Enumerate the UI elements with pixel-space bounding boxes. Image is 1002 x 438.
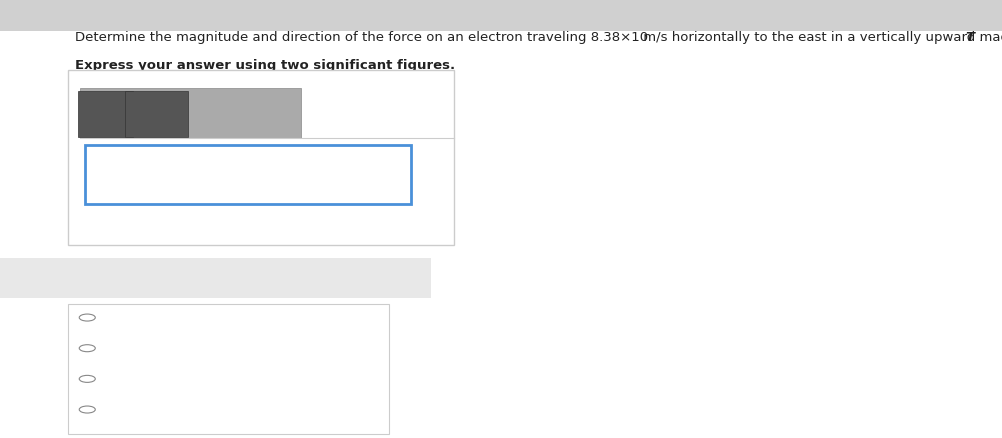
Text: The force is directed to the west.: The force is directed to the west. <box>102 372 310 385</box>
Text: ↩: ↩ <box>195 110 205 124</box>
Text: .: . <box>974 31 982 44</box>
Text: ▾  Part B: ▾ Part B <box>55 267 120 281</box>
Text: ΑΣφ: ΑΣφ <box>144 103 168 116</box>
Text: The force is directed to the south.: The force is directed to the south. <box>102 403 315 416</box>
Text: ↺: ↺ <box>231 110 241 124</box>
Text: m/s horizontally to the east in a vertically upward magnetic field of strength 0: m/s horizontally to the east in a vertic… <box>638 31 1002 44</box>
Text: The force is directed to the east.: The force is directed to the east. <box>102 342 307 355</box>
Text: ⌨: ⌨ <box>244 110 263 124</box>
Text: F =: F = <box>75 163 99 177</box>
Text: Express your answer using two significant figures.: Express your answer using two significan… <box>75 59 455 72</box>
Text: ⯈√: ⯈√ <box>98 103 113 116</box>
Text: ?: ? <box>269 110 275 124</box>
Text: T: T <box>964 31 973 44</box>
Text: The force is directed to the north.: The force is directed to the north. <box>102 311 314 324</box>
Text: 5: 5 <box>629 21 636 31</box>
Text: ↪: ↪ <box>213 110 223 124</box>
Text: N: N <box>419 163 429 177</box>
Text: Determine the magnitude and direction of the force on an electron traveling 8.38: Determine the magnitude and direction of… <box>75 31 647 44</box>
